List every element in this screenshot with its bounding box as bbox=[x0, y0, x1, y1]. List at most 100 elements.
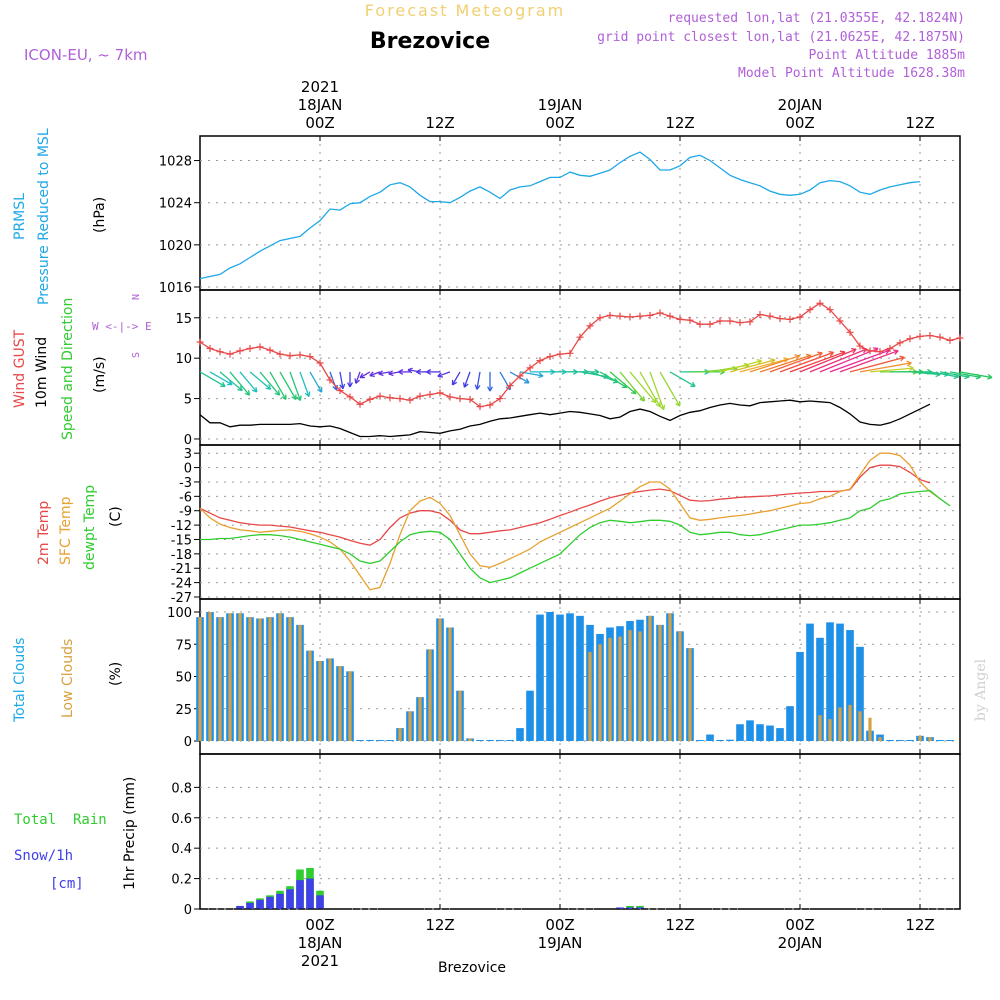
total-cloud-bar bbox=[356, 739, 364, 741]
gust-marker bbox=[786, 315, 794, 323]
gust-marker bbox=[656, 309, 664, 317]
gust-marker bbox=[526, 364, 534, 372]
low-cloud-bar bbox=[928, 737, 932, 741]
low-cloud-bar bbox=[258, 618, 262, 741]
wind-arrow-shaft bbox=[269, 371, 287, 400]
wind-arrow-head bbox=[805, 353, 812, 357]
gust-marker bbox=[276, 350, 284, 358]
snow-bar bbox=[636, 907, 644, 909]
gust-marker bbox=[416, 392, 424, 400]
wind-arrow bbox=[437, 371, 451, 378]
wind-arrow bbox=[749, 354, 801, 373]
wind-arrow-shaft bbox=[299, 371, 310, 397]
wind-arrow-head bbox=[221, 381, 226, 387]
compass-ew: W <-|-> E bbox=[92, 320, 152, 333]
wind-arrow-head bbox=[987, 376, 993, 380]
wind-arrow-head bbox=[639, 398, 645, 402]
gust-marker bbox=[206, 344, 214, 352]
wind-arrow-head bbox=[659, 405, 665, 411]
gust-marker bbox=[256, 343, 264, 351]
wind-arrow-head bbox=[953, 376, 959, 380]
wind-arrow bbox=[219, 371, 243, 392]
wind-arrow bbox=[388, 370, 401, 377]
wind-arrow-head bbox=[893, 349, 899, 352]
wind-arrow-shaft bbox=[476, 371, 481, 390]
gust-marker bbox=[576, 333, 584, 341]
y-tick-label: 0.8 bbox=[171, 781, 192, 796]
y-tick-label: 0.2 bbox=[171, 873, 192, 888]
gust-marker bbox=[686, 316, 694, 324]
wind-arrow bbox=[779, 351, 835, 373]
total-cloud-bar bbox=[576, 615, 584, 741]
gust-marker bbox=[676, 315, 684, 323]
gust-marker bbox=[586, 322, 594, 330]
snow-bar bbox=[256, 899, 264, 909]
wind-arrow-shaft bbox=[451, 371, 461, 386]
wind-arrow-head bbox=[239, 385, 243, 391]
bottom-time-label: 00Z bbox=[305, 916, 334, 934]
wind-arrow bbox=[259, 371, 281, 396]
total-cloud-bar bbox=[476, 739, 484, 741]
gust-marker bbox=[776, 315, 784, 323]
wind-arrow-head bbox=[817, 351, 823, 354]
snow-bar bbox=[246, 902, 254, 909]
gust-marker bbox=[376, 392, 384, 400]
low-clouds-label: Low Clouds bbox=[60, 639, 76, 718]
total-cloud-bar bbox=[516, 728, 524, 741]
wind-arrow-head bbox=[852, 348, 857, 354]
low-cloud-bar bbox=[878, 737, 882, 741]
wind-arrow-head bbox=[899, 355, 905, 358]
panel-frame bbox=[199, 135, 961, 291]
wind-arrow-head bbox=[354, 378, 357, 384]
wind-arrow-shaft bbox=[209, 371, 233, 386]
gust-marker bbox=[746, 318, 754, 326]
low-cloud-bar bbox=[828, 719, 832, 741]
y-tick-label: 3 bbox=[184, 447, 192, 462]
low-cloud-bar bbox=[458, 690, 462, 741]
wind-arrow-head bbox=[244, 392, 250, 396]
gust-marker bbox=[856, 342, 864, 350]
gust-marker bbox=[726, 317, 734, 325]
wind-arrow-head bbox=[437, 372, 442, 377]
wind-arrow-head bbox=[332, 386, 337, 391]
wind-arrow bbox=[398, 368, 410, 375]
wind-arrow-shaft bbox=[669, 371, 696, 387]
wind-arrow-head bbox=[317, 389, 323, 393]
low-cloud-bar bbox=[298, 624, 302, 741]
wind-arrow-shaft bbox=[199, 371, 226, 387]
wind-arrow-shaft bbox=[939, 371, 970, 378]
gust-marker bbox=[706, 320, 714, 328]
wind-arrow-head bbox=[675, 402, 681, 407]
low-cloud-bar bbox=[608, 637, 612, 741]
wind-arrow-head bbox=[935, 373, 941, 378]
total-cloud-bar bbox=[386, 739, 394, 741]
sfc-temp-line bbox=[199, 452, 941, 591]
gust-marker bbox=[826, 306, 834, 314]
y-tick-label: -15 bbox=[171, 533, 192, 548]
wind-arrow bbox=[649, 371, 666, 411]
wind-arrow-head bbox=[388, 370, 393, 375]
y-tick-label: -6 bbox=[179, 490, 192, 505]
gust-marker bbox=[226, 350, 234, 358]
top-time-label: 12Z bbox=[665, 114, 694, 132]
wind-arrow-shaft bbox=[279, 371, 297, 400]
gust-marker bbox=[466, 395, 474, 403]
wind-arrow-head bbox=[299, 395, 302, 401]
wind-arrow-head bbox=[342, 383, 346, 389]
total-cloud-bar bbox=[726, 739, 734, 741]
panel-frame bbox=[199, 753, 961, 910]
wind-arrow bbox=[849, 355, 905, 373]
wind-arrow-head bbox=[378, 373, 384, 377]
total-cloud-bar bbox=[746, 720, 754, 741]
bottom-time-label: 20JAN bbox=[778, 934, 823, 952]
gust-marker bbox=[696, 320, 704, 328]
gust-line bbox=[199, 302, 961, 408]
wind-arrow bbox=[369, 371, 381, 377]
top-time-label: 2021 bbox=[301, 78, 339, 96]
wind-arrow-shaft bbox=[739, 358, 789, 373]
wind-arrow-shaft bbox=[949, 371, 981, 378]
footer-station: Brezovice bbox=[438, 960, 506, 976]
prmsl-desc: Pressure Reduced to MSL bbox=[36, 128, 52, 305]
wind-arrow-head bbox=[237, 388, 243, 392]
